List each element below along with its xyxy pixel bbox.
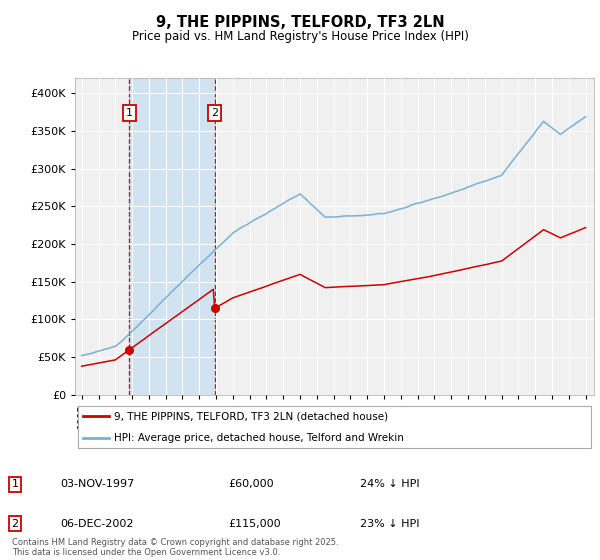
Text: 2: 2 [11,519,19,529]
Text: HPI: Average price, detached house, Telford and Wrekin: HPI: Average price, detached house, Telf… [114,433,404,443]
Text: 1: 1 [11,479,19,489]
FancyBboxPatch shape [77,405,592,449]
Text: Price paid vs. HM Land Registry's House Price Index (HPI): Price paid vs. HM Land Registry's House … [131,30,469,43]
Text: 06-DEC-2002: 06-DEC-2002 [60,519,133,529]
Text: 24% ↓ HPI: 24% ↓ HPI [360,479,419,489]
Text: £60,000: £60,000 [228,479,274,489]
Text: 23% ↓ HPI: 23% ↓ HPI [360,519,419,529]
Text: Contains HM Land Registry data © Crown copyright and database right 2025.
This d: Contains HM Land Registry data © Crown c… [12,538,338,557]
Bar [130,78,215,395]
Text: 9, THE PIPPINS, TELFORD, TF3 2LN: 9, THE PIPPINS, TELFORD, TF3 2LN [155,15,445,30]
Text: 9, THE PIPPINS, TELFORD, TF3 2LN (detached house): 9, THE PIPPINS, TELFORD, TF3 2LN (detach… [114,411,388,421]
Text: 1: 1 [126,108,133,118]
Text: 03-NOV-1997: 03-NOV-1997 [60,479,134,489]
Text: £115,000: £115,000 [228,519,281,529]
Text: 2: 2 [211,108,218,118]
